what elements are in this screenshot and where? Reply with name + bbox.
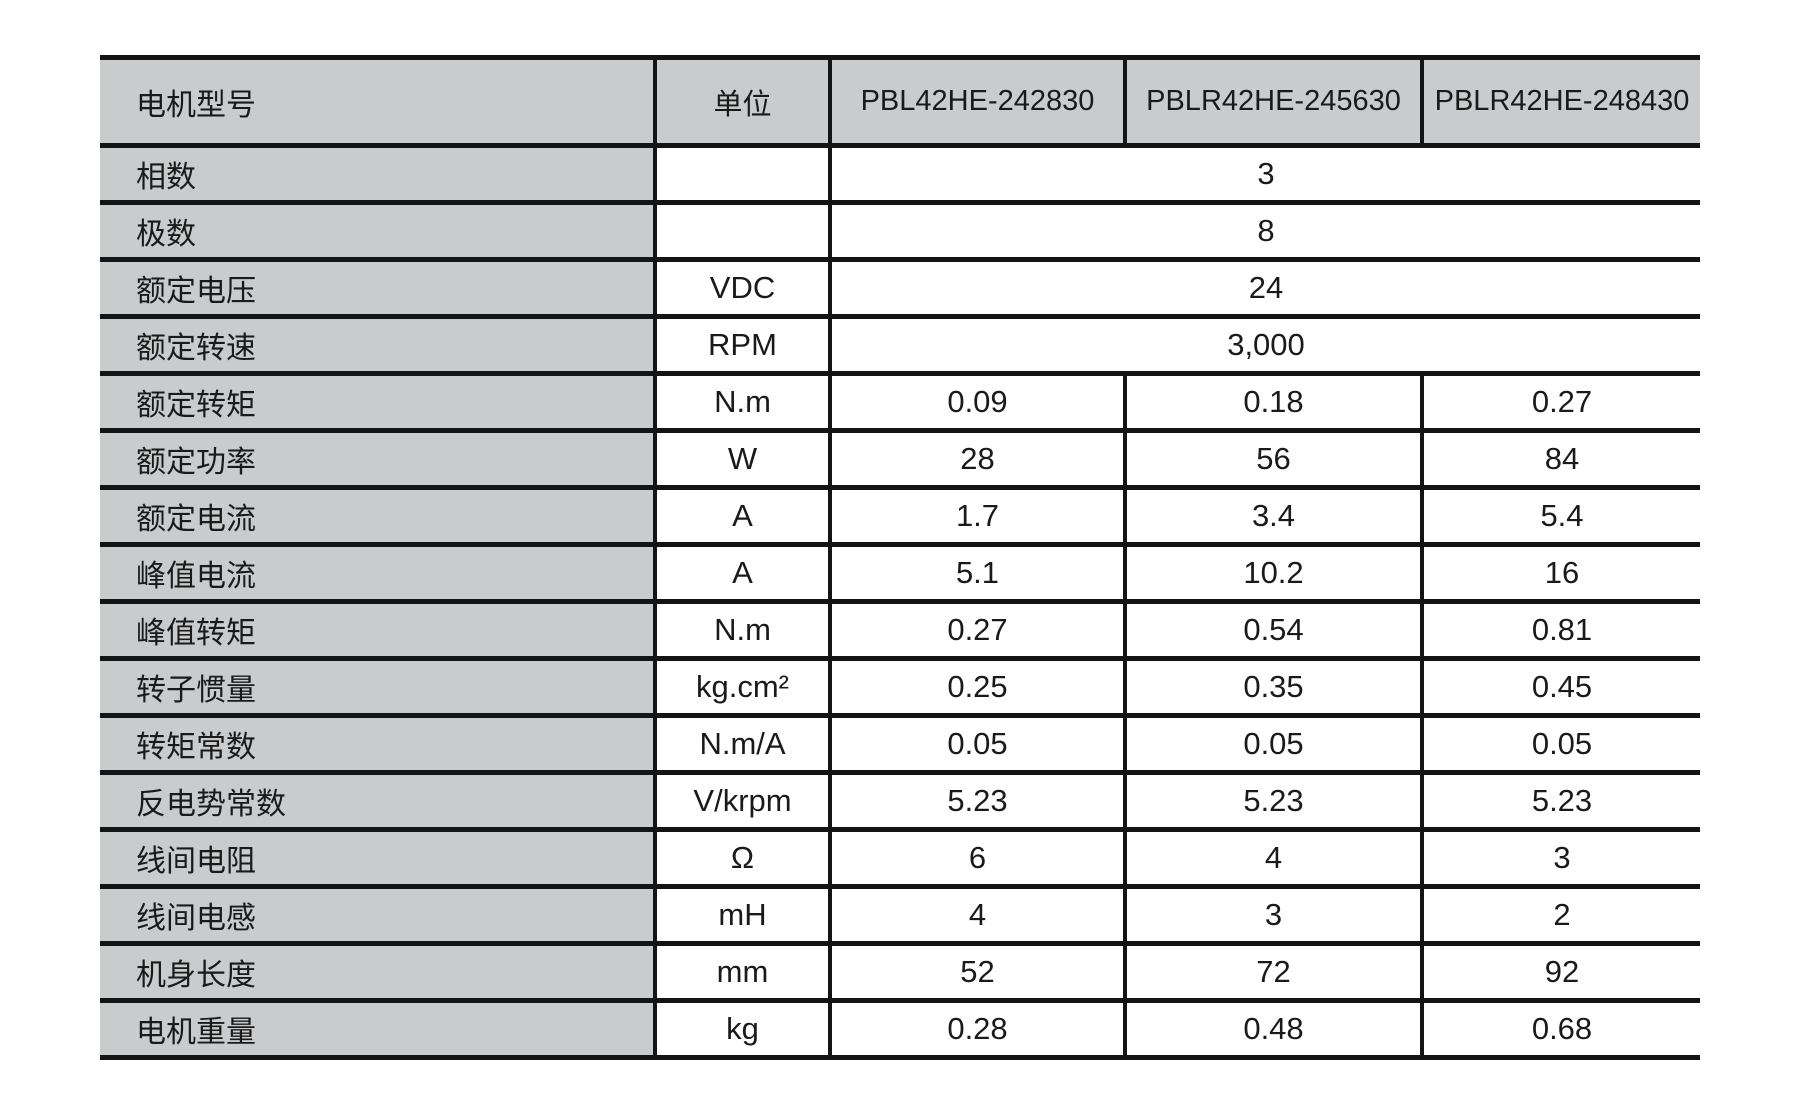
row-value: 3 bbox=[1422, 829, 1700, 889]
row-unit: A bbox=[655, 487, 832, 547]
row-value: 28 bbox=[830, 430, 1127, 490]
row-unit: N.m bbox=[655, 373, 832, 433]
table-row: 额定转矩 N.m 0.09 0.18 0.27 bbox=[100, 373, 1700, 433]
row-value: 0.25 bbox=[830, 658, 1127, 718]
row-value: 0.81 bbox=[1422, 601, 1700, 661]
row-label: 电机重量 bbox=[100, 1000, 657, 1060]
row-value: 0.18 bbox=[1125, 373, 1424, 433]
row-label: 额定功率 bbox=[100, 430, 657, 490]
row-label: 极数 bbox=[100, 202, 657, 262]
row-label: 额定电流 bbox=[100, 487, 657, 547]
table-row: 额定电压 VDC 24 bbox=[100, 259, 1700, 319]
table-row: 峰值转矩 N.m 0.27 0.54 0.81 bbox=[100, 601, 1700, 661]
row-merged-value: 24 bbox=[830, 259, 1700, 319]
row-value: 0.05 bbox=[1422, 715, 1700, 775]
row-value: 0.27 bbox=[830, 601, 1127, 661]
row-unit: A bbox=[655, 544, 832, 604]
row-label: 机身长度 bbox=[100, 943, 657, 1003]
row-value: 10.2 bbox=[1125, 544, 1424, 604]
row-value: 5.4 bbox=[1422, 487, 1700, 547]
row-unit: mm bbox=[655, 943, 832, 1003]
row-value: 0.05 bbox=[830, 715, 1127, 775]
header-model-3: PBLR42HE-248430 bbox=[1422, 57, 1700, 148]
row-value: 0.05 bbox=[1125, 715, 1424, 775]
table-row: 极数 8 bbox=[100, 202, 1700, 262]
header-model-2: PBLR42HE-245630 bbox=[1125, 57, 1424, 148]
row-label: 相数 bbox=[100, 145, 657, 205]
spec-table-body: 相数 3 极数 8 额定电压 VDC 24 额定转速 RPM 3,000 额定转矩 N.m 0.09 0.… bbox=[100, 145, 1700, 1060]
row-value: 0.54 bbox=[1125, 601, 1424, 661]
row-label: 额定转矩 bbox=[100, 373, 657, 433]
table-row: 线间电感 mH 4 3 2 bbox=[100, 886, 1700, 946]
header-model-1: PBL42HE-242830 bbox=[830, 57, 1127, 148]
row-unit: mH bbox=[655, 886, 832, 946]
row-value: 0.27 bbox=[1422, 373, 1700, 433]
table-row: 额定转速 RPM 3,000 bbox=[100, 316, 1700, 376]
row-unit: N.m bbox=[655, 601, 832, 661]
table-row: 相数 3 bbox=[100, 145, 1700, 205]
row-value: 92 bbox=[1422, 943, 1700, 1003]
row-value: 5.23 bbox=[1422, 772, 1700, 832]
row-merged-value: 8 bbox=[830, 202, 1700, 262]
row-value: 6 bbox=[830, 829, 1127, 889]
row-value: 1.7 bbox=[830, 487, 1127, 547]
table-row: 额定功率 W 28 56 84 bbox=[100, 430, 1700, 490]
row-value: 56 bbox=[1125, 430, 1424, 490]
row-label: 额定电压 bbox=[100, 259, 657, 319]
header-unit-label: 单位 bbox=[655, 57, 832, 148]
row-label: 峰值电流 bbox=[100, 544, 657, 604]
row-merged-value: 3 bbox=[830, 145, 1700, 205]
row-unit: kg.cm² bbox=[655, 658, 832, 718]
row-value: 4 bbox=[830, 886, 1127, 946]
table-row: 电机重量 kg 0.28 0.48 0.68 bbox=[100, 1000, 1700, 1060]
row-value: 2 bbox=[1422, 886, 1700, 946]
row-value: 0.45 bbox=[1422, 658, 1700, 718]
table-header-row: 电机型号 单位 PBL42HE-242830 PBLR42HE-245630 P… bbox=[100, 57, 1700, 148]
table-header: 电机型号 单位 PBL42HE-242830 PBLR42HE-245630 P… bbox=[100, 57, 1700, 148]
row-unit bbox=[655, 202, 832, 262]
row-value: 5.23 bbox=[830, 772, 1127, 832]
row-label: 线间电阻 bbox=[100, 829, 657, 889]
row-value: 3 bbox=[1125, 886, 1424, 946]
row-unit: V/krpm bbox=[655, 772, 832, 832]
table-row: 机身长度 mm 52 72 92 bbox=[100, 943, 1700, 1003]
row-value: 0.35 bbox=[1125, 658, 1424, 718]
row-unit: Ω bbox=[655, 829, 832, 889]
row-unit: kg bbox=[655, 1000, 832, 1060]
table-row: 反电势常数 V/krpm 5.23 5.23 5.23 bbox=[100, 772, 1700, 832]
row-value: 4 bbox=[1125, 829, 1424, 889]
table-row: 转矩常数 N.m/A 0.05 0.05 0.05 bbox=[100, 715, 1700, 775]
row-value: 72 bbox=[1125, 943, 1424, 1003]
table-row: 转子惯量 kg.cm² 0.25 0.35 0.45 bbox=[100, 658, 1700, 718]
table-row: 额定电流 A 1.7 3.4 5.4 bbox=[100, 487, 1700, 547]
row-unit: N.m/A bbox=[655, 715, 832, 775]
row-unit: W bbox=[655, 430, 832, 490]
row-label: 峰值转矩 bbox=[100, 601, 657, 661]
table-row: 峰值电流 A 5.1 10.2 16 bbox=[100, 544, 1700, 604]
row-value: 0.28 bbox=[830, 1000, 1127, 1060]
row-label: 转矩常数 bbox=[100, 715, 657, 775]
table-row: 线间电阻 Ω 6 4 3 bbox=[100, 829, 1700, 889]
motor-spec-table: 电机型号 单位 PBL42HE-242830 PBLR42HE-245630 P… bbox=[100, 55, 1700, 1060]
row-value: 5.23 bbox=[1125, 772, 1424, 832]
row-unit: VDC bbox=[655, 259, 832, 319]
row-value: 84 bbox=[1422, 430, 1700, 490]
row-unit bbox=[655, 145, 832, 205]
header-motor-model-label: 电机型号 bbox=[100, 57, 657, 148]
row-value: 0.68 bbox=[1422, 1000, 1700, 1060]
row-value: 52 bbox=[830, 943, 1127, 1003]
row-label: 线间电感 bbox=[100, 886, 657, 946]
row-value: 3.4 bbox=[1125, 487, 1424, 547]
row-value: 5.1 bbox=[830, 544, 1127, 604]
row-value: 16 bbox=[1422, 544, 1700, 604]
row-label: 反电势常数 bbox=[100, 772, 657, 832]
row-value: 0.48 bbox=[1125, 1000, 1424, 1060]
row-unit: RPM bbox=[655, 316, 832, 376]
row-label: 额定转速 bbox=[100, 316, 657, 376]
row-label: 转子惯量 bbox=[100, 658, 657, 718]
row-value: 0.09 bbox=[830, 373, 1127, 433]
row-merged-value: 3,000 bbox=[830, 316, 1700, 376]
